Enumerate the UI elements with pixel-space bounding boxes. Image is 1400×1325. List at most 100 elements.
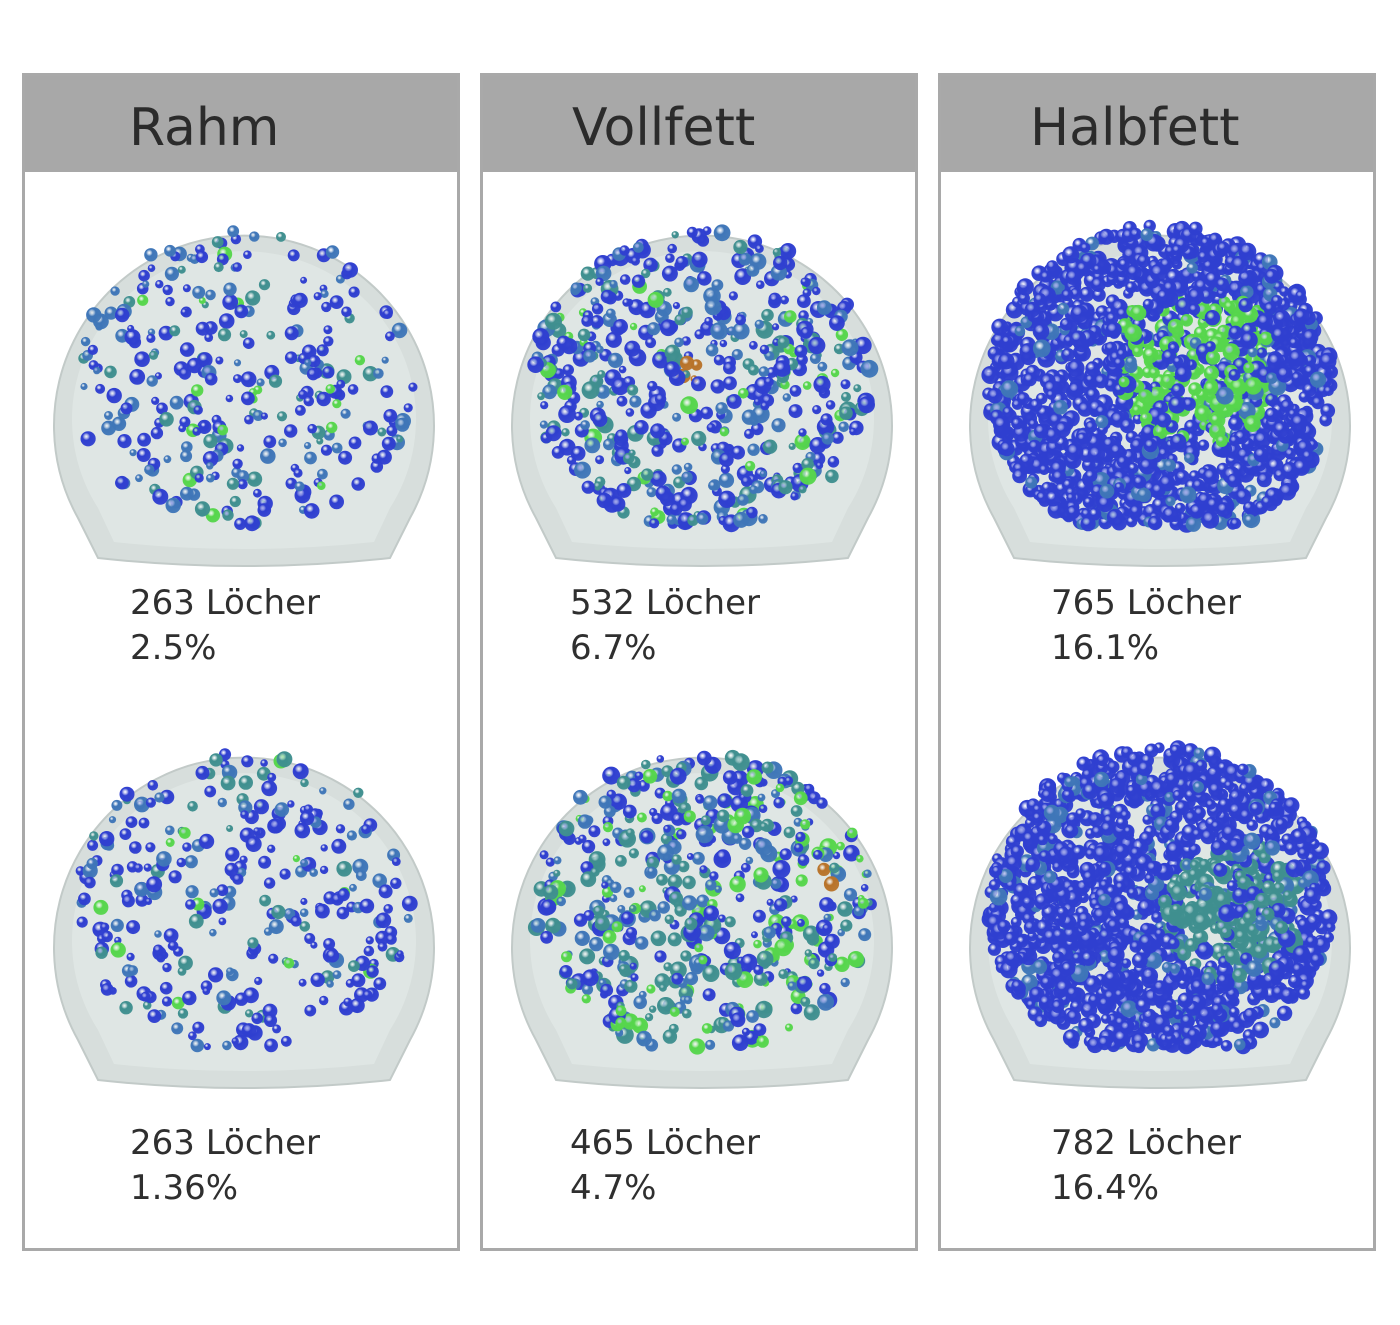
hole xyxy=(1182,397,1196,411)
hole xyxy=(206,473,215,483)
hole xyxy=(129,369,146,385)
hole xyxy=(716,809,730,823)
hole xyxy=(1203,365,1219,381)
hole xyxy=(643,257,658,273)
hole xyxy=(341,306,352,318)
hole xyxy=(749,485,759,494)
hole xyxy=(1252,943,1268,959)
hole xyxy=(622,298,631,307)
hole xyxy=(1184,419,1198,434)
hole xyxy=(1273,882,1285,894)
hole xyxy=(194,501,211,517)
hole xyxy=(95,383,106,394)
hole xyxy=(1043,804,1060,821)
hole xyxy=(284,424,298,438)
hole xyxy=(292,292,308,308)
hole xyxy=(592,905,605,917)
hole xyxy=(346,830,357,841)
hole xyxy=(530,918,546,933)
hole xyxy=(1288,337,1300,349)
hole xyxy=(1238,402,1256,420)
hole xyxy=(702,964,720,982)
hole xyxy=(1171,903,1182,915)
hole xyxy=(682,875,696,890)
hole xyxy=(650,930,667,947)
hole xyxy=(1149,779,1168,798)
hole xyxy=(1303,887,1321,905)
hole xyxy=(306,367,320,381)
hole xyxy=(590,315,604,329)
hole xyxy=(1266,352,1285,371)
hole xyxy=(285,477,298,490)
hole xyxy=(236,470,250,483)
hole xyxy=(1197,250,1210,263)
hole xyxy=(323,325,333,335)
hole xyxy=(1293,308,1310,325)
hole xyxy=(553,856,562,865)
hole xyxy=(1195,405,1211,422)
hole xyxy=(753,939,762,949)
hole xyxy=(1107,946,1125,964)
hole xyxy=(256,378,265,387)
hole xyxy=(182,842,192,852)
hole xyxy=(80,431,96,447)
cheese-scan-top xyxy=(53,225,435,567)
hole xyxy=(1106,760,1120,774)
hole xyxy=(142,280,150,288)
hole xyxy=(240,371,257,388)
hole xyxy=(1204,310,1221,326)
hole xyxy=(788,442,796,450)
hole xyxy=(581,315,594,327)
hole xyxy=(239,330,248,339)
hole xyxy=(796,976,813,992)
hole xyxy=(86,307,102,323)
hole xyxy=(841,339,859,357)
hole xyxy=(1215,434,1228,447)
hole xyxy=(1266,372,1278,384)
hole xyxy=(313,292,322,301)
hole xyxy=(601,886,614,898)
cheese-scan-top xyxy=(511,224,893,567)
hole xyxy=(616,775,631,790)
cheese-scan-top xyxy=(969,219,1351,567)
hole xyxy=(1243,362,1255,374)
hole xyxy=(1258,851,1271,864)
hole xyxy=(1215,277,1229,292)
hole xyxy=(1096,754,1109,767)
hole xyxy=(1198,887,1212,901)
hole xyxy=(1152,424,1168,440)
hole xyxy=(663,824,671,833)
hole xyxy=(1153,980,1168,995)
hole xyxy=(1188,221,1203,236)
hole xyxy=(351,477,366,491)
hole xyxy=(354,355,366,366)
hole xyxy=(1143,438,1158,453)
hole xyxy=(1180,1013,1195,1028)
hole xyxy=(795,831,806,842)
hole xyxy=(245,1009,254,1018)
hole xyxy=(841,391,851,402)
hole xyxy=(1087,445,1106,463)
hole xyxy=(829,315,845,331)
hole xyxy=(114,936,122,945)
hole xyxy=(691,251,708,268)
hole xyxy=(1123,825,1134,836)
hole xyxy=(798,428,807,437)
hole xyxy=(353,787,364,798)
hole xyxy=(304,1004,317,1017)
hole xyxy=(320,444,333,456)
hole xyxy=(731,349,743,361)
hole xyxy=(349,883,357,892)
sample-stats: 782 Löcher 16.4% xyxy=(1051,1121,1241,1211)
hole xyxy=(263,927,273,936)
hole xyxy=(1232,887,1249,904)
hole xyxy=(816,797,828,809)
hole xyxy=(363,945,375,957)
hole xyxy=(691,376,706,392)
hole xyxy=(663,962,673,972)
cheese-scan-bottom xyxy=(511,749,893,1089)
hole xyxy=(234,517,247,530)
hole xyxy=(1301,328,1319,346)
hole xyxy=(135,474,143,483)
hole xyxy=(684,917,698,931)
